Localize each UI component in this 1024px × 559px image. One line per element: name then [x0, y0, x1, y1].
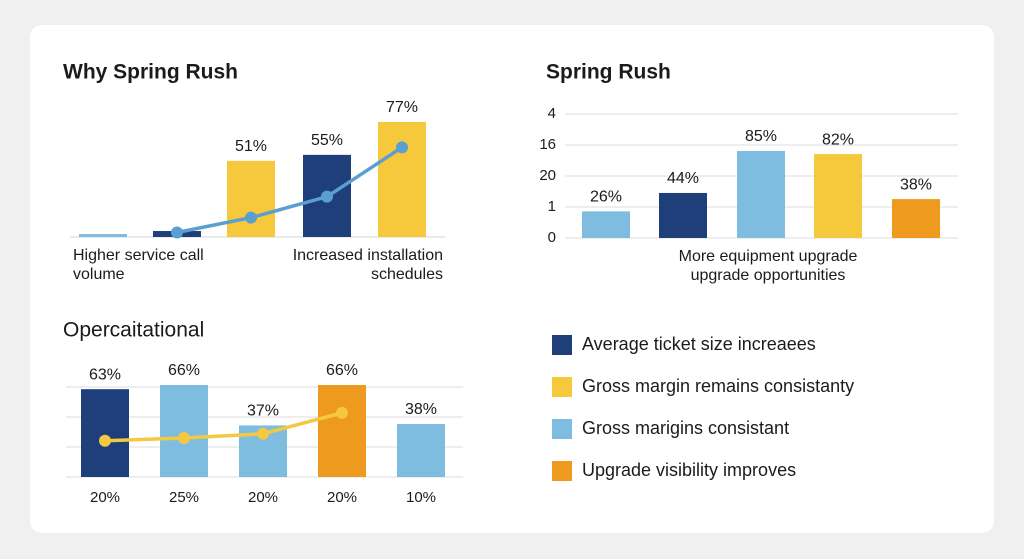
line-point — [336, 406, 348, 419]
data-label: 85% — [745, 128, 777, 145]
line-point — [257, 427, 269, 440]
bar — [378, 122, 426, 237]
line-point — [99, 434, 111, 447]
bar — [81, 389, 129, 477]
bar — [397, 424, 445, 477]
y-tick-label: 16 — [539, 136, 556, 153]
x-tick-label: Higher service call volume — [73, 247, 204, 283]
y-tick-label: 20 — [539, 167, 556, 184]
x-tick-label: 25% — [169, 489, 199, 506]
bar — [227, 160, 275, 237]
chart-title: Why Spring Rush — [63, 61, 238, 84]
x-tick-label: 20% — [248, 489, 278, 506]
y-tick-label: 0 — [548, 229, 556, 246]
bar — [79, 234, 127, 237]
legend-label: Upgrade visibility improves — [582, 460, 796, 480]
legend-label: Gross margin remains consistanty — [582, 376, 854, 396]
bar — [892, 199, 940, 238]
data-label: 66% — [326, 362, 358, 379]
legend-swatch — [552, 377, 572, 397]
legend-label: Gross marigins consistant — [582, 418, 789, 438]
data-label: 77% — [386, 99, 418, 116]
x-axis-label: More equipment upgrade upgrade opportuni… — [678, 248, 858, 284]
line-point — [178, 431, 190, 444]
data-label: 38% — [900, 176, 932, 193]
line-point — [171, 226, 183, 239]
bar — [659, 192, 707, 238]
chart-title: Spring Rush — [546, 61, 671, 84]
line — [104, 411, 343, 443]
data-label: 66% — [168, 362, 200, 379]
data-label: 51% — [235, 138, 267, 155]
bar — [814, 154, 862, 238]
data-label: 82% — [822, 131, 854, 148]
x-tick-label: 20% — [327, 489, 357, 506]
data-label: 37% — [247, 403, 279, 420]
bar — [318, 385, 366, 477]
line-point — [245, 211, 257, 224]
line — [176, 145, 403, 235]
line-point — [321, 190, 333, 203]
data-label: 63% — [89, 366, 121, 383]
legend-swatch — [552, 335, 572, 355]
x-tick-label: 10% — [406, 489, 436, 506]
legend-swatch — [552, 461, 572, 481]
data-label: 26% — [590, 189, 622, 206]
data-label: 55% — [311, 132, 343, 149]
legend-label: Average ticket size increaees — [582, 334, 816, 354]
y-tick-label: 4 — [548, 105, 556, 122]
legend-swatch — [552, 419, 572, 439]
y-tick-label: 1 — [548, 198, 556, 215]
bar — [582, 211, 630, 238]
x-tick-label: Increased installation schedules — [292, 247, 443, 283]
x-tick-label: 20% — [90, 489, 120, 506]
bar — [160, 385, 208, 477]
bar — [737, 151, 785, 238]
line-point — [396, 141, 408, 154]
data-label: 38% — [405, 401, 437, 418]
data-label: 44% — [667, 170, 699, 187]
chart-title: Opercaitational — [63, 319, 204, 342]
